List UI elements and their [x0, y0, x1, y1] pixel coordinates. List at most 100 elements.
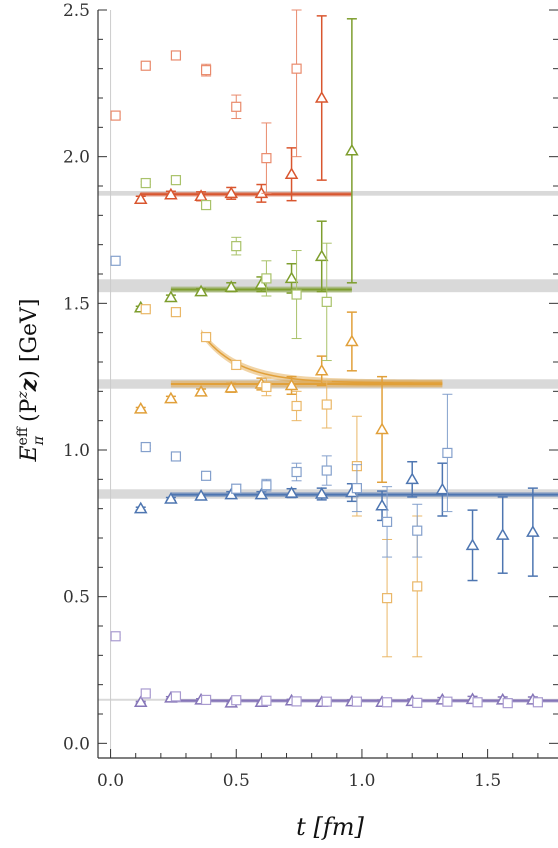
y-axis-label: Eeffπ(Pzz)[GeV] [15, 298, 47, 462]
data-point [442, 696, 453, 707]
data-point [412, 697, 423, 708]
data-point [170, 451, 182, 462]
x-tick-label: 1.5 [474, 771, 501, 791]
fit-layer [140, 191, 558, 703]
data-point [133, 695, 148, 708]
data-point [321, 296, 332, 307]
data-point [140, 688, 151, 699]
data-point [164, 491, 178, 504]
series-6 [140, 175, 332, 362]
data-point [321, 465, 332, 476]
data-point [200, 694, 212, 706]
y-tick-label: 0.5 [63, 588, 90, 608]
data-point [231, 359, 242, 371]
series-0 [133, 15, 329, 204]
series-3 [133, 460, 540, 582]
data-point [314, 487, 329, 499]
series-8 [110, 255, 453, 558]
data-point [164, 187, 178, 200]
data-point [321, 399, 332, 410]
data-point [526, 525, 540, 537]
data-point [170, 175, 182, 186]
data-point [351, 696, 363, 707]
data-point [291, 696, 302, 707]
data-point [412, 525, 423, 536]
data-point [381, 697, 393, 708]
data-point [472, 697, 483, 708]
data-point [261, 480, 272, 491]
data-point [194, 284, 208, 297]
data-point [231, 695, 242, 706]
data-point [164, 391, 178, 404]
data-point [133, 192, 148, 204]
data-point [351, 483, 363, 494]
data-point [405, 472, 420, 485]
data-point [200, 331, 212, 343]
x-tick-label: 0.5 [223, 771, 250, 791]
data-point [164, 290, 178, 303]
data-point [254, 487, 269, 500]
y-tick-label: 2.0 [63, 148, 90, 168]
series-9 [110, 631, 543, 709]
data-point [375, 422, 389, 435]
data-point [314, 363, 329, 376]
x-tick-label: 0.0 [97, 771, 124, 791]
data-point [254, 186, 269, 199]
data-point [231, 241, 242, 252]
series-2 [133, 311, 389, 484]
data-point [412, 581, 423, 592]
data-point [140, 177, 151, 189]
data-point [194, 489, 208, 501]
data-point [284, 167, 299, 180]
data-point [261, 695, 272, 706]
data-point [200, 65, 212, 76]
data-point [375, 498, 389, 511]
data-point [314, 91, 329, 103]
data-point [140, 441, 151, 453]
data-point [261, 273, 272, 284]
data-point [291, 289, 302, 300]
data-point [284, 486, 299, 498]
data-point [110, 255, 121, 266]
data-point [284, 271, 299, 284]
data-point [345, 143, 359, 156]
data-point [224, 380, 239, 393]
data-point [465, 538, 480, 551]
y-tick-label: 1.0 [63, 441, 90, 461]
plot-frame [97, 10, 558, 759]
data-point [381, 593, 393, 604]
data-point [170, 50, 182, 61]
data-point [140, 60, 151, 71]
data-point [194, 384, 208, 397]
x-axis-label: t [fm] [296, 813, 364, 841]
data-point [502, 698, 513, 709]
data-point [261, 153, 272, 164]
data-point [435, 482, 450, 495]
data-point [381, 516, 393, 527]
data-point [291, 466, 302, 478]
data-point [442, 447, 453, 459]
series-7 [140, 304, 423, 658]
y-tick-label: 0.0 [63, 734, 90, 754]
data-point [200, 470, 212, 481]
data-point [224, 487, 239, 500]
data-point [110, 110, 121, 121]
series-1 [133, 18, 359, 313]
series-5 [110, 9, 302, 194]
data-point [110, 631, 121, 642]
band-layer [98, 190, 558, 701]
data-point [231, 101, 242, 112]
data-point [495, 528, 510, 540]
data-point [291, 400, 302, 412]
y-tick-label: 1.5 [63, 294, 90, 314]
y-tick-label: 2.5 [63, 1, 90, 21]
data-point [231, 483, 242, 494]
data-point [224, 280, 239, 292]
data-point [170, 691, 182, 702]
data-point [254, 277, 269, 290]
data-point [261, 381, 272, 393]
data-point [314, 249, 329, 262]
data-point [291, 63, 302, 74]
data-point [170, 307, 182, 318]
data-point [200, 199, 212, 211]
